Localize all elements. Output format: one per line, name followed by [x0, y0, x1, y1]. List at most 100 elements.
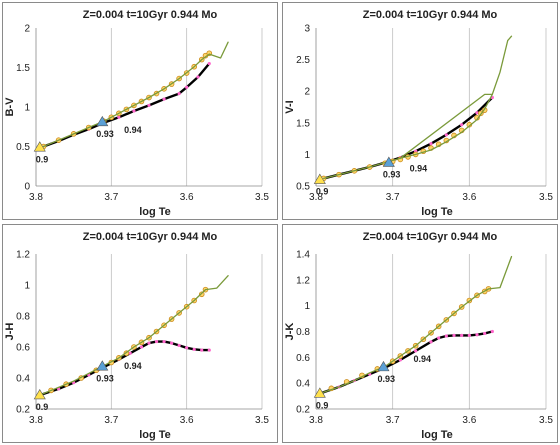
- marker-label: 0.9: [316, 401, 329, 411]
- chart-title: Z=0.004 t=10Gyr 0.944 Mo: [83, 9, 218, 21]
- y-tick-label: 2: [304, 87, 310, 98]
- y-tick-label: 0.2: [296, 405, 310, 416]
- marker-label: 0.93: [383, 170, 401, 180]
- marker-label: 0.94: [410, 163, 428, 173]
- y-tick-label: 1.2: [296, 275, 310, 286]
- data-point: [200, 348, 204, 352]
- series-line: [399, 93, 493, 159]
- x-tick-label: 3.5: [539, 415, 553, 426]
- marker-triangle: [382, 156, 395, 167]
- chart-panel-2: 3.8 3.7 3.6 3.5 0.5 1 1.5 2 2.5 3 Z=0.004 t=10Gyr …: [282, 2, 558, 220]
- y-axis-label: B-V: [4, 97, 16, 117]
- y-tick-label: 0.4: [296, 379, 310, 390]
- y-tick-label: 1.4: [296, 250, 310, 261]
- y-tick-label: 0.8: [296, 327, 310, 338]
- y-tick-label: 0.5: [16, 142, 30, 153]
- y-tick-label: 3: [304, 24, 310, 35]
- data-point: [185, 346, 189, 350]
- marker-triangle: [313, 387, 326, 398]
- series-line: [39, 275, 229, 396]
- chart-title: Z=0.004 t=10Gyr 0.944 Mo: [83, 231, 218, 243]
- y-tick-label: 0.8: [16, 312, 30, 323]
- data-point: [398, 358, 402, 362]
- panel-border: [2, 224, 278, 443]
- data-point: [162, 339, 166, 344]
- chart-panel-4: 3.8 3.7 3.6 3.5 0.2 0.4 0.6 0.8 1 1.2 1.4 Z=0.004 t…: [282, 224, 558, 443]
- data-point: [117, 115, 121, 119]
- chart-title: Z=0.004 t=10Gyr 0.944 Mo: [363, 9, 498, 21]
- data-point: [429, 340, 433, 344]
- marker-label: 0.9: [36, 154, 49, 164]
- marker-triangle: [313, 173, 326, 184]
- marker-label: 0.94: [414, 354, 432, 364]
- marker-triangle: [33, 141, 46, 152]
- y-axis-label: J-H: [4, 323, 16, 341]
- marker-triangle: [377, 360, 390, 372]
- marker-label: 0.93: [96, 373, 114, 383]
- data-point: [128, 351, 132, 355]
- y-tick-label: 0.6: [296, 353, 310, 364]
- data-point: [437, 336, 441, 340]
- marker-label: 0.93: [96, 129, 114, 139]
- data-point: [475, 333, 479, 337]
- y-tick-label: 2.5: [296, 55, 310, 66]
- x-tick-label: 3.6: [180, 192, 194, 203]
- marker-triangle: [33, 388, 46, 400]
- x-axis-label: log Te: [421, 429, 453, 441]
- data-point: [139, 345, 144, 349]
- data-point: [192, 347, 196, 351]
- x-tick-label: 3.5: [255, 415, 269, 426]
- panel-border: [2, 2, 278, 220]
- y-tick-label: 0.5: [296, 182, 310, 193]
- marker-label: 0.94: [124, 125, 142, 135]
- marker-label: 0.93: [377, 374, 395, 384]
- x-tick-label: 3.8: [29, 415, 43, 426]
- y-tick-label: 1.2: [16, 250, 30, 261]
- data-point: [429, 142, 433, 146]
- data-point: [170, 341, 174, 345]
- data-point: [444, 334, 448, 338]
- marker-triangle: [96, 115, 109, 127]
- chart-title: Z=0.004 t=10Gyr 0.944 Mo: [363, 231, 498, 243]
- data-point: [475, 111, 479, 115]
- series-line: [319, 255, 513, 395]
- y-axis-label: V-I: [284, 100, 296, 113]
- data-point: [154, 339, 159, 344]
- y-axis-label: J-K: [284, 323, 296, 341]
- x-tick-label: 3.8: [29, 192, 43, 203]
- x-tick-label: 3.6: [462, 192, 476, 203]
- y-tick-label: 0.4: [16, 374, 30, 385]
- marker-triangle: [96, 360, 109, 371]
- data-point: [460, 123, 464, 127]
- x-tick-label: 3.5: [255, 192, 269, 203]
- data-point: [196, 75, 200, 79]
- data-point: [147, 103, 151, 108]
- chart-panel-3: 3.8 3.7 3.6 3.5 0.2 0.4 0.6 0.8 1 1.2 Z=0.004 t=10…: [2, 224, 278, 443]
- x-axis-label: log Te: [139, 206, 171, 218]
- data-point: [414, 349, 418, 353]
- data-point: [147, 341, 151, 345]
- data-point: [185, 85, 189, 89]
- chart-panel-1: 3.8 3.7 3.6 3.5 0 0.5 1 1.5 2 Z=0.004 t=10Gyr 0.9…: [2, 2, 278, 220]
- data-point: [207, 348, 211, 352]
- data-point: [467, 333, 471, 337]
- marker-label: 0.94: [124, 361, 142, 371]
- data-point: [207, 61, 211, 66]
- series-line: [323, 35, 513, 180]
- data-point: [198, 291, 205, 298]
- data-point: [132, 109, 136, 113]
- data-point: [490, 329, 494, 334]
- y-tick-label: 1.5: [296, 118, 310, 129]
- x-tick-label: 3.6: [462, 415, 476, 426]
- y-tick-label: 1: [24, 103, 30, 114]
- x-tick-label: 3.7: [104, 415, 118, 426]
- x-tick-label: 3.7: [386, 192, 400, 203]
- data-point: [162, 97, 166, 101]
- x-tick-label: 3.7: [386, 415, 400, 426]
- y-tick-label: 1.5: [16, 63, 30, 74]
- x-axis-label: log Te: [421, 206, 453, 218]
- x-tick-label: 3.5: [539, 192, 553, 203]
- marker-label: 0.9: [36, 402, 49, 412]
- data-point: [460, 333, 464, 337]
